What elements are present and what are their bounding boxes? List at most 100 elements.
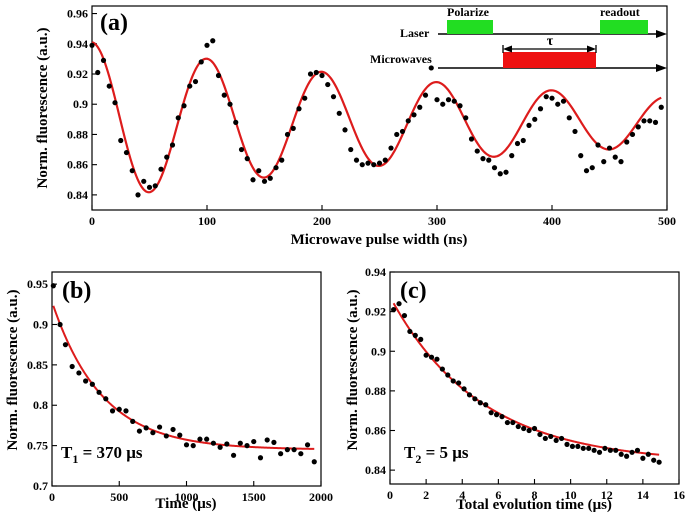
data-point bbox=[237, 440, 243, 446]
y-tick-label: 0.9 bbox=[371, 344, 386, 358]
data-point bbox=[486, 157, 492, 163]
x-tick-label: 2 bbox=[423, 488, 429, 502]
data-point bbox=[656, 459, 662, 465]
data-point bbox=[578, 153, 584, 159]
pulse-sequence-inset: Laser Polarize readout Microwaves τ bbox=[370, 5, 667, 72]
data-point bbox=[116, 406, 122, 412]
data-point bbox=[583, 168, 590, 174]
data-point bbox=[267, 175, 273, 181]
data-point bbox=[580, 445, 586, 451]
data-point bbox=[279, 157, 285, 163]
data-point bbox=[175, 115, 181, 121]
data-point bbox=[629, 131, 636, 138]
data-point bbox=[250, 177, 256, 183]
data-point bbox=[298, 451, 304, 457]
data-point bbox=[466, 392, 473, 398]
data-point bbox=[278, 451, 284, 457]
data-point bbox=[548, 433, 554, 440]
data-point bbox=[170, 426, 176, 433]
panel-c-y-ticks: 0.84 0.86 0.88 0.9 0.92 0.94 bbox=[365, 265, 395, 477]
panel-b: 0 500 1000 1500 2000 0.7 0.75 0.8 0.85 0.9 0.95 (… bbox=[5, 271, 333, 512]
panel-a-y-ticks: 0.84 0.86 0.88 0.9 0.92 0.94 0.96 bbox=[67, 7, 97, 202]
panel-b-y-label: Norm. fluorescence (a.u.) bbox=[5, 290, 21, 451]
data-point bbox=[330, 94, 337, 100]
data-point bbox=[434, 97, 440, 103]
data-point bbox=[187, 83, 193, 89]
x-tick-label: 16 bbox=[673, 488, 685, 502]
data-point bbox=[146, 184, 153, 190]
data-point bbox=[515, 423, 521, 430]
x-tick-label: 300 bbox=[428, 214, 446, 228]
data-point bbox=[371, 162, 377, 168]
data-point bbox=[215, 72, 222, 79]
data-point bbox=[520, 137, 526, 144]
data-point bbox=[647, 118, 653, 124]
data-point bbox=[456, 380, 462, 386]
data-point bbox=[152, 183, 158, 189]
data-point bbox=[450, 378, 456, 384]
data-point bbox=[136, 428, 143, 434]
data-point bbox=[624, 139, 630, 145]
t2-subscript: 2 bbox=[415, 452, 421, 466]
panel-a-label: (a) bbox=[100, 10, 128, 36]
t1-subscript: 1 bbox=[72, 452, 78, 466]
panel-c-y-label: Norm. fluorescence (a.u.) bbox=[345, 290, 361, 451]
data-point bbox=[493, 412, 500, 418]
x-tick-label: 12 bbox=[601, 488, 613, 502]
x-tick-label: 500 bbox=[658, 214, 676, 228]
data-point bbox=[257, 455, 264, 461]
data-point bbox=[645, 451, 651, 457]
data-point bbox=[474, 148, 480, 154]
data-point bbox=[296, 106, 302, 112]
data-point bbox=[480, 156, 486, 162]
data-point bbox=[532, 116, 538, 122]
data-point bbox=[157, 424, 163, 430]
t1-symbol: T bbox=[61, 443, 73, 462]
data-point bbox=[394, 131, 400, 138]
y-tick-label: 0.94 bbox=[67, 37, 88, 51]
data-point bbox=[100, 57, 107, 64]
data-point bbox=[412, 332, 418, 338]
data-point bbox=[76, 370, 82, 376]
data-point bbox=[244, 156, 250, 162]
data-point bbox=[183, 442, 190, 448]
t2-symbol: T bbox=[404, 443, 416, 462]
panel-b-data-points bbox=[50, 283, 317, 465]
data-point bbox=[198, 59, 204, 65]
data-point bbox=[150, 430, 156, 436]
y-tick-label: 0.85 bbox=[27, 358, 48, 372]
data-point bbox=[224, 441, 230, 447]
data-point bbox=[57, 321, 63, 328]
data-point bbox=[284, 447, 290, 453]
data-point bbox=[118, 137, 124, 144]
data-point bbox=[307, 71, 314, 77]
data-point bbox=[624, 453, 630, 459]
panel-c-label: (c) bbox=[400, 278, 427, 304]
panel-b-x-label: Time (μs) bbox=[155, 496, 216, 512]
data-point bbox=[499, 414, 505, 420]
data-point bbox=[388, 145, 394, 151]
data-point bbox=[558, 435, 565, 442]
data-point bbox=[391, 307, 397, 313]
data-point bbox=[618, 159, 624, 165]
x-tick-label: 4 bbox=[459, 488, 465, 502]
data-point bbox=[596, 449, 603, 455]
data-point bbox=[483, 402, 489, 408]
data-point bbox=[641, 118, 647, 124]
data-point bbox=[572, 128, 578, 135]
data-point bbox=[261, 178, 268, 184]
data-point bbox=[509, 153, 515, 159]
data-point bbox=[158, 166, 164, 172]
data-point bbox=[271, 439, 277, 445]
panel-a-y-label: Norm. fluorescence (a.u.) bbox=[35, 28, 51, 189]
data-point bbox=[640, 455, 646, 461]
data-point bbox=[256, 168, 262, 174]
data-point bbox=[290, 125, 296, 131]
x-tick-label: 14 bbox=[637, 488, 649, 502]
data-point bbox=[575, 443, 581, 449]
data-point bbox=[504, 419, 511, 426]
data-point bbox=[407, 328, 413, 335]
data-point bbox=[204, 436, 210, 442]
data-point bbox=[591, 447, 597, 453]
data-point bbox=[217, 444, 223, 450]
